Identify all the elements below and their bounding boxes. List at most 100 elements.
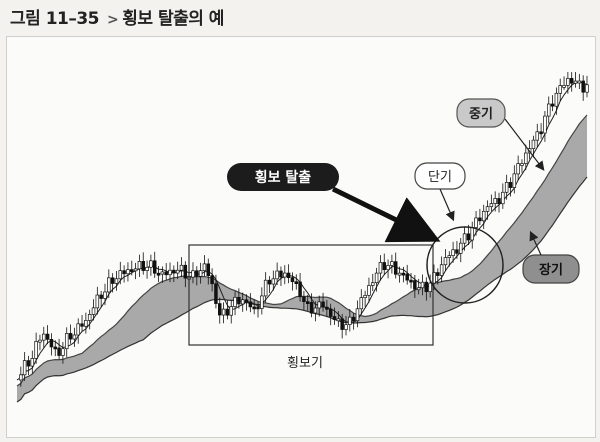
candle-body <box>447 255 452 259</box>
long-ma-pointer <box>529 230 542 256</box>
figure-number: 그림 11–35 <box>10 9 100 29</box>
candle-body <box>393 261 398 275</box>
candle <box>118 261 123 285</box>
candle-body <box>531 139 536 149</box>
candle <box>19 366 23 387</box>
candle-body <box>137 261 142 270</box>
candle-body <box>221 308 226 316</box>
candle-body <box>68 333 73 340</box>
candle <box>501 183 505 209</box>
candle <box>294 274 299 290</box>
candle <box>298 273 302 302</box>
candle-body <box>126 269 130 275</box>
candle <box>290 272 295 291</box>
candle-body <box>99 294 103 299</box>
candle-body <box>103 291 107 299</box>
candle <box>585 75 589 98</box>
candle <box>321 292 325 312</box>
candle-body <box>91 307 96 315</box>
candle <box>447 251 452 267</box>
candle <box>512 165 517 194</box>
candle <box>279 266 283 287</box>
figure-title: 횡보 탈출의 예 <box>122 9 224 29</box>
candle <box>493 191 497 212</box>
candle <box>91 299 96 321</box>
candle-body <box>546 103 551 117</box>
candle-body <box>183 264 188 279</box>
candle-body <box>386 265 390 271</box>
candle <box>462 226 467 251</box>
candle <box>332 307 337 325</box>
candle-body <box>424 281 429 293</box>
candle-body <box>19 374 23 381</box>
candle-body <box>309 302 314 314</box>
candle <box>80 315 84 332</box>
candle <box>382 253 386 275</box>
candle-body <box>562 85 566 88</box>
candle-body <box>351 316 356 322</box>
candle <box>554 87 559 115</box>
candle <box>206 258 211 285</box>
candle <box>497 192 501 213</box>
candle <box>390 254 394 274</box>
candle-body <box>210 275 214 285</box>
breakout-circle <box>426 226 504 304</box>
candle-body <box>340 318 344 330</box>
candle <box>103 283 107 306</box>
candle-body <box>34 341 38 359</box>
candle <box>229 300 233 324</box>
candle <box>107 269 111 299</box>
candle <box>240 292 245 312</box>
candle <box>72 327 77 347</box>
candle <box>221 302 226 324</box>
candle <box>263 272 268 303</box>
candle-body <box>252 306 256 310</box>
candle <box>478 208 482 226</box>
candle-body <box>501 191 505 205</box>
candle-body <box>317 301 321 309</box>
candle <box>237 288 241 309</box>
candle <box>524 144 528 170</box>
candle <box>355 300 360 328</box>
candle <box>225 300 230 320</box>
candle <box>283 265 287 285</box>
candle <box>22 352 27 381</box>
candle-body <box>87 314 92 321</box>
candle <box>436 268 440 285</box>
candle <box>439 256 444 283</box>
candle <box>76 318 80 344</box>
candle <box>428 274 432 298</box>
candle <box>466 224 471 245</box>
candle <box>409 273 413 289</box>
candle-body <box>462 233 467 244</box>
candle-body <box>459 242 463 254</box>
candle <box>386 259 390 279</box>
candle-body <box>267 279 272 285</box>
candle <box>198 262 203 284</box>
candle-body <box>348 316 352 325</box>
candle <box>172 265 176 282</box>
candle-body <box>168 269 172 276</box>
candle <box>420 274 425 296</box>
candle <box>95 286 100 315</box>
candle-body <box>363 294 367 299</box>
candle <box>562 76 566 90</box>
candle-body <box>420 281 425 289</box>
candle-body <box>512 173 517 188</box>
candle-body <box>577 80 582 84</box>
candle-body <box>248 301 253 308</box>
candle-body <box>156 272 161 276</box>
candlestick-layer <box>19 71 589 387</box>
candle <box>508 177 513 197</box>
candle-body <box>76 323 80 336</box>
candle <box>424 277 429 301</box>
figure-caption: 그림 11–35 > 횡보 탈출의 예 <box>10 4 224 29</box>
candle-body <box>233 296 237 307</box>
candle-body <box>294 281 299 285</box>
candle-body <box>405 273 409 281</box>
candle <box>286 264 291 284</box>
candle <box>53 340 58 357</box>
candle <box>397 266 402 283</box>
candle-body <box>543 115 547 134</box>
candle-body <box>260 295 264 309</box>
